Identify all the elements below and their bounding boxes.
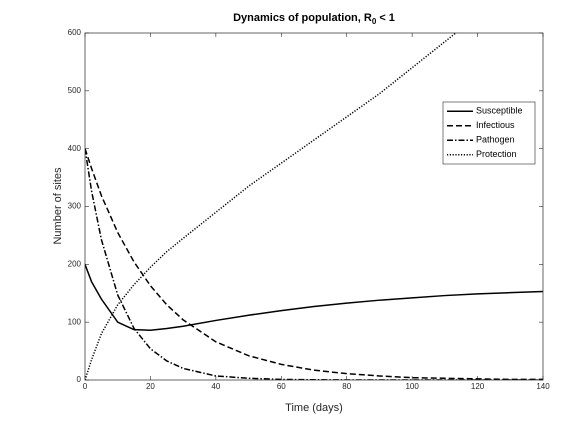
- x-tick-label: 20: [146, 382, 155, 391]
- title-main: Dynamics of population, R: [233, 12, 372, 24]
- series-line: [85, 148, 543, 380]
- legend-label: Susceptible: [476, 106, 523, 116]
- y-tick-label: 0: [77, 375, 82, 384]
- title-subscript: 0: [372, 17, 377, 26]
- chart-title: Dynamics of population, R0 < 1: [233, 12, 395, 26]
- y-axis-label: Number of sites: [52, 167, 64, 245]
- series-line: [85, 264, 543, 332]
- y-tick-label: 500: [68, 86, 82, 95]
- x-tick-label: 80: [342, 382, 351, 391]
- x-tick-label: 100: [405, 382, 419, 391]
- y-tick-label: 400: [68, 144, 82, 153]
- y-tick-label: 300: [68, 202, 82, 211]
- series-line: [85, 33, 457, 380]
- plot-lines: [85, 33, 543, 380]
- axes-box: [84, 32, 544, 381]
- y-tick-label: 100: [68, 317, 82, 326]
- x-axis-label: Time (days): [285, 402, 343, 414]
- x-tick-label: 60: [277, 382, 286, 391]
- y-tick-label: 600: [68, 28, 82, 37]
- legend-box: [442, 101, 536, 165]
- x-tick-label: 40: [211, 382, 220, 391]
- title-tail: < 1: [376, 12, 395, 24]
- legend-label: Pathogen: [476, 135, 515, 145]
- x-tick-label: 120: [471, 382, 485, 391]
- x-tick-label: 0: [83, 382, 88, 391]
- legend-label: Infectious: [476, 120, 515, 130]
- x-tick-label: 140: [536, 382, 550, 391]
- legend-label: Protection: [476, 149, 517, 159]
- series-line: [85, 148, 543, 380]
- y-tick-label: 200: [68, 259, 82, 268]
- plot-area: [85, 33, 543, 380]
